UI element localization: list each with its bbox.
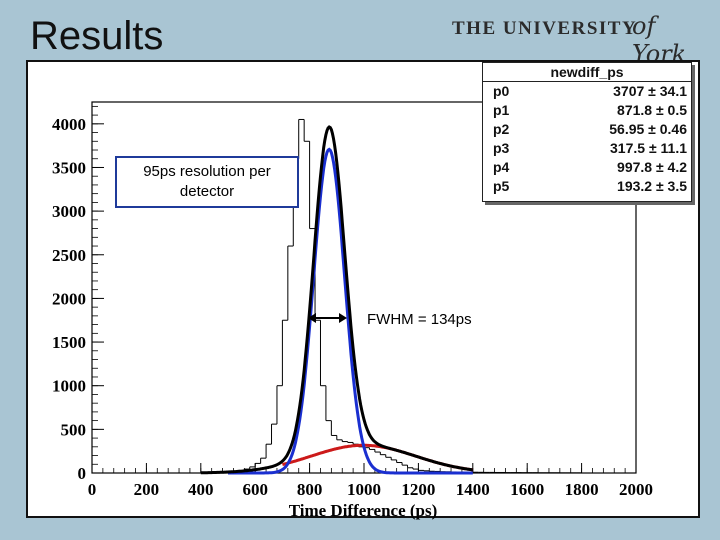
param-value: 56.95 ± 0.46 bbox=[609, 121, 687, 137]
y-tick-label: 1000 bbox=[52, 377, 86, 396]
wide-gauss-curve bbox=[282, 443, 473, 472]
x-tick-label: 800 bbox=[297, 480, 323, 499]
stats-box: newdiff_ps p0 3707 ± 34.1 p1 871.8 ± 0.5 p… bbox=[482, 62, 692, 202]
y-tick-label: 1500 bbox=[52, 333, 86, 352]
param-value: 317.5 ± 11.1 bbox=[610, 140, 687, 156]
resolution-annotation: 95ps resolution per detector bbox=[115, 156, 299, 208]
y-tick-labels: 0 500 1000 1500 2000 2500 3000 3500 4000 bbox=[52, 115, 86, 483]
y-tick-label: 500 bbox=[61, 420, 87, 439]
param-name: p4 bbox=[493, 159, 510, 175]
x-tick-label: 200 bbox=[134, 480, 160, 499]
x-tick-label: 1800 bbox=[565, 480, 599, 499]
stats-row: p5 193.2 ± 3.5 bbox=[483, 177, 691, 196]
y-tick-label: 0 bbox=[78, 464, 87, 483]
university-logo: THE UNIVERSITY of York bbox=[452, 12, 712, 68]
x-tick-label: 1200 bbox=[401, 480, 435, 499]
logo-caps-text: THE UNIVERSITY bbox=[452, 18, 638, 39]
total-fit-curve bbox=[200, 125, 473, 475]
param-value: 871.8 ± 0.5 bbox=[617, 102, 687, 118]
param-value: 193.2 ± 3.5 bbox=[617, 178, 687, 194]
y-tick-label: 3000 bbox=[52, 202, 86, 221]
stats-row: p4 997.8 ± 4.2 bbox=[483, 158, 691, 177]
x-axis-label: Time Difference (ps) bbox=[289, 501, 438, 520]
slide-title: Results bbox=[30, 14, 164, 58]
plot-axes bbox=[91, 101, 637, 474]
y-tick-label: 4000 bbox=[52, 115, 86, 134]
stats-row: p1 871.8 ± 0.5 bbox=[483, 101, 691, 120]
fit-curves bbox=[200, 125, 473, 475]
fwhm-label: FWHM = 134ps bbox=[367, 311, 472, 328]
x-tick-label: 1400 bbox=[456, 480, 490, 499]
x-tick-label: 2000 bbox=[619, 480, 653, 499]
stats-row: p0 3707 ± 34.1 bbox=[483, 82, 691, 101]
y-tick-label: 3500 bbox=[52, 158, 86, 177]
stats-row: p3 317.5 ± 11.1 bbox=[483, 139, 691, 158]
stats-title: newdiff_ps bbox=[483, 63, 691, 82]
stats-row: p2 56.95 ± 0.46 bbox=[483, 120, 691, 139]
param-name: p1 bbox=[493, 102, 510, 118]
param-name: p2 bbox=[493, 121, 510, 137]
x-tick-label: 600 bbox=[242, 480, 268, 499]
param-name: p3 bbox=[493, 140, 510, 156]
x-tick-label: 400 bbox=[188, 480, 214, 499]
x-tick-label: 1000 bbox=[347, 480, 381, 499]
x-tick-label: 0 bbox=[88, 480, 97, 499]
x-tick-label: 1600 bbox=[510, 480, 544, 499]
param-name: p5 bbox=[493, 178, 510, 194]
narrow-gauss-curve bbox=[228, 147, 473, 475]
y-tick-label: 2500 bbox=[52, 246, 86, 265]
param-name: p0 bbox=[493, 83, 510, 99]
x-tick-labels: 0 200 400 600 800 1000 1200 1400 1600 1800 2000 bbox=[88, 480, 653, 499]
y-tick-label: 2000 bbox=[52, 289, 86, 308]
param-value: 997.8 ± 4.2 bbox=[617, 159, 687, 175]
param-value: 3707 ± 34.1 bbox=[613, 83, 687, 99]
fwhm-arrow bbox=[308, 313, 347, 323]
